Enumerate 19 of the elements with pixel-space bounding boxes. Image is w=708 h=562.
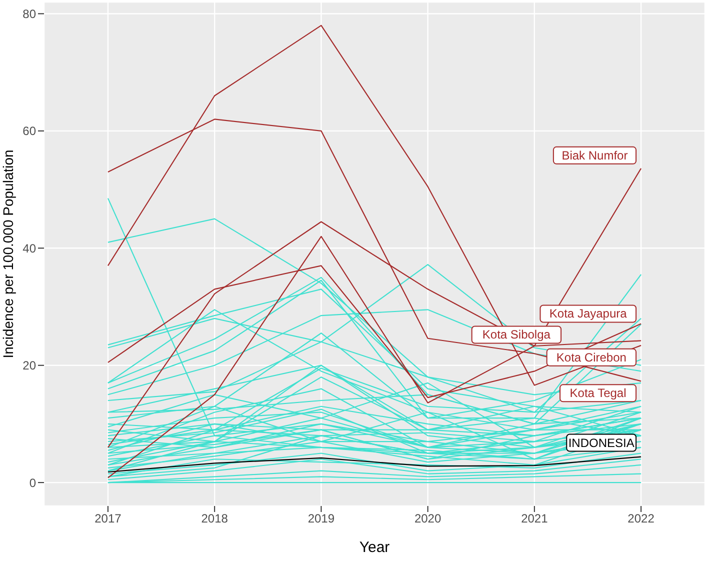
y-tick-label: 0: [29, 476, 36, 490]
x-axis-title: Year: [359, 539, 390, 556]
series-label: Kota Cirebon: [556, 350, 626, 364]
x-tick-label: 2022: [628, 512, 655, 526]
series-label: Biak Numfor: [562, 148, 628, 162]
x-tick-label: 2017: [94, 512, 122, 526]
series-label: Kota Tegal: [570, 386, 626, 400]
x-tick-label: 2019: [308, 512, 335, 526]
y-tick-label: 20: [22, 358, 36, 373]
y-axis-title: Incidence per 100.000 Population: [0, 150, 16, 358]
x-tick-label: 2020: [414, 512, 442, 526]
series-label: Kota Sibolga: [482, 328, 551, 342]
x-tick-label: 2018: [201, 512, 228, 526]
x-tick-label: 2021: [521, 512, 548, 526]
y-tick-label: 80: [22, 6, 36, 21]
series-label: INDONESIA: [568, 436, 634, 450]
y-tick-label: 60: [22, 124, 36, 138]
y-tick-label: 40: [22, 241, 36, 256]
series-label: Kota Jayapura: [549, 306, 628, 321]
